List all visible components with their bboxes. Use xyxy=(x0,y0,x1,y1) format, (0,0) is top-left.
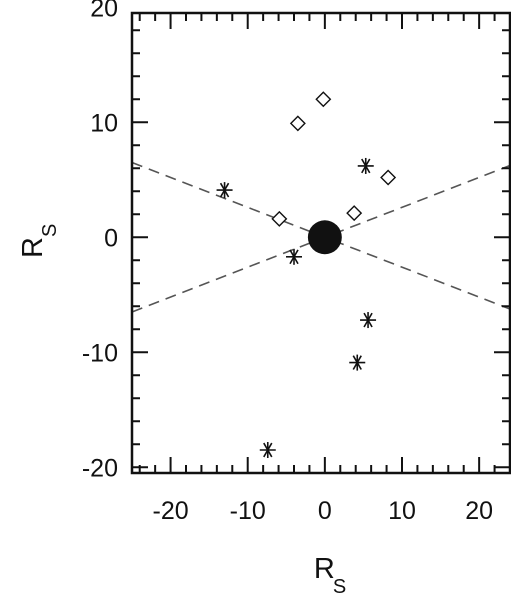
asterisk-point-6 xyxy=(259,442,276,458)
x-axis-label: R S xyxy=(314,553,346,598)
y-axis-label-main: R xyxy=(17,237,49,258)
diamond-point-3 xyxy=(380,169,397,186)
asterisk-point-3 xyxy=(286,248,302,265)
data-points xyxy=(216,91,397,458)
tick-labels: -20 -10 0 10 20 20 10 0 -10 -20 xyxy=(82,0,493,525)
asterisk-point-4 xyxy=(360,312,377,329)
y-tick-label: 0 xyxy=(104,224,118,252)
asterisk-point-1 xyxy=(216,182,233,199)
y-axis-label-subscript: S xyxy=(39,224,61,237)
diamond-point-1 xyxy=(315,91,332,108)
x-tick-label: -10 xyxy=(230,497,266,525)
y-tick-label: 20 xyxy=(90,0,118,22)
asterisk-point-2 xyxy=(357,157,374,174)
diamond-point-2 xyxy=(289,115,306,132)
diamond-point-4 xyxy=(271,210,288,227)
y-tick-label: -10 xyxy=(82,339,118,367)
axis-ticks xyxy=(132,13,511,473)
central-filled-circle xyxy=(307,220,342,255)
plot-frame xyxy=(130,11,511,475)
x-axis-label-main: R xyxy=(314,553,335,585)
x-tick-label: 20 xyxy=(465,497,493,525)
x-axis-label-subscript: S xyxy=(333,576,346,598)
asterisk-point-5 xyxy=(349,354,366,371)
x-tick-label: 10 xyxy=(388,497,416,525)
diamond-point-5 xyxy=(346,205,363,222)
y-axis-label: R S xyxy=(17,224,61,258)
y-tick-label: -20 xyxy=(82,454,118,482)
x-tick-label: 0 xyxy=(318,497,332,525)
x-tick-label: -20 xyxy=(153,497,189,525)
y-tick-label: 10 xyxy=(90,109,118,137)
